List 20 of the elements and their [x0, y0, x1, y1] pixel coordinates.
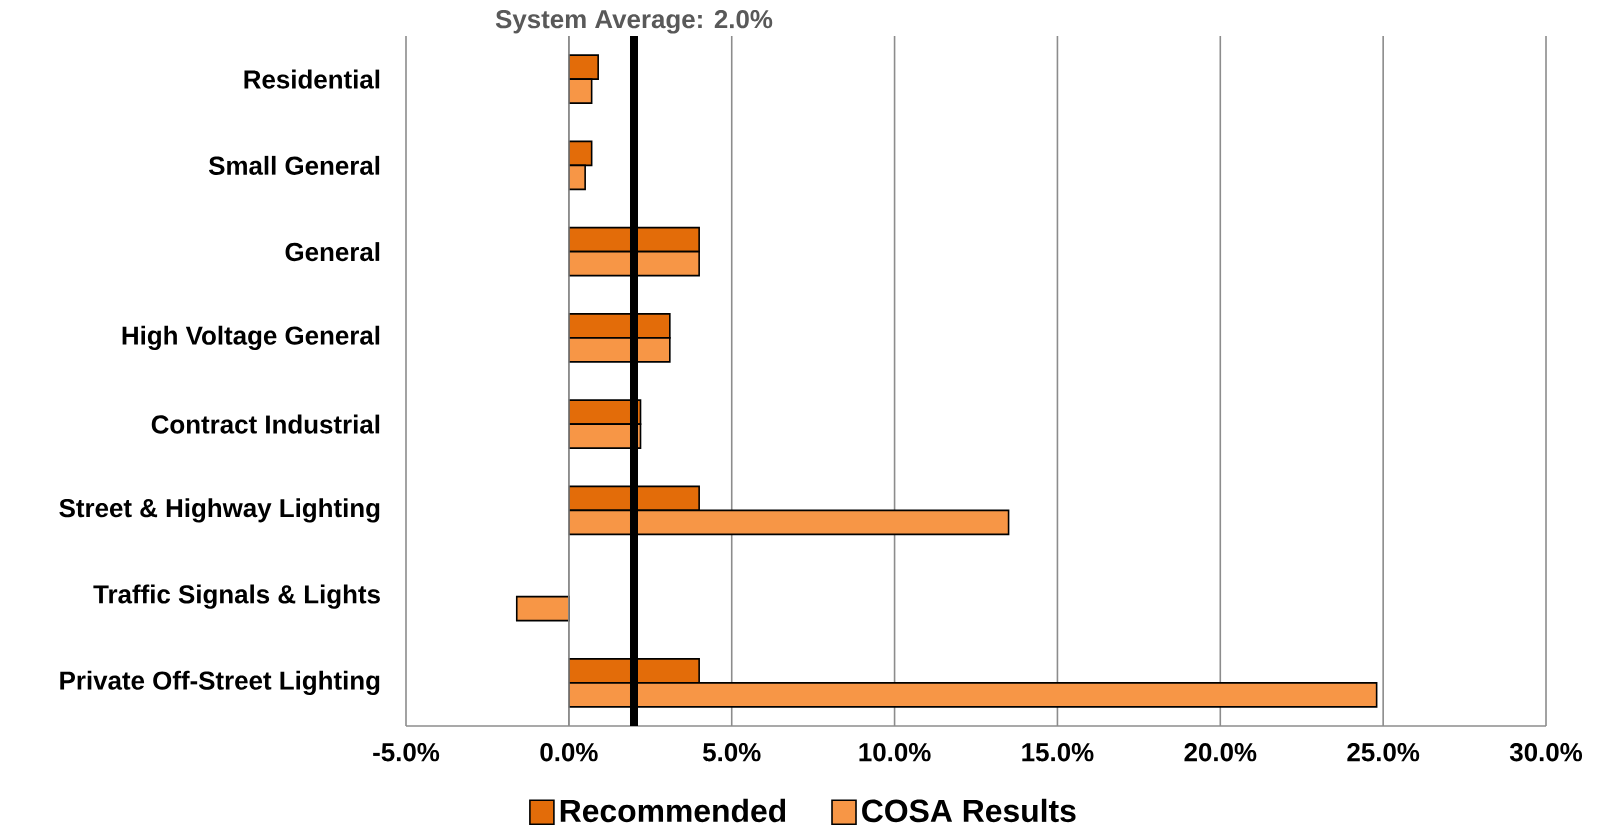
y-tick-label: Street & Highway Lighting — [59, 498, 380, 523]
y-tick-label: Private Off-Street Lighting — [60, 670, 380, 696]
y-tick-label: Residential — [244, 69, 380, 89]
x-tick-label: 25.0% — [1347, 743, 1420, 762]
ref-line-label: System Average: 2.0% — [495, 10, 773, 34]
x-tick-label: 0.0% — [540, 743, 598, 762]
y-tick-label: High Voltage General — [122, 325, 380, 351]
legend-label: COSA Results — [862, 798, 1076, 823]
x-tick-label: 20.0% — [1184, 743, 1257, 762]
y-tick-label: Traffic Signals & Lights — [93, 584, 380, 609]
x-tick-label: 30.0% — [1509, 743, 1583, 762]
legend-label: Recommended — [560, 798, 786, 823]
x-tick-label: 10.0% — [859, 743, 931, 762]
y-tick-label: General — [285, 242, 380, 262]
bar — [515, 595, 570, 622]
x-tick-label: 5.0% — [703, 743, 761, 762]
x-tick-label: -5.0% — [373, 743, 440, 762]
y-tick-label: Contract Industrial — [151, 414, 380, 434]
x-tick-label: 15.0% — [1022, 743, 1094, 762]
y-tick-label: Small General — [208, 155, 380, 175]
